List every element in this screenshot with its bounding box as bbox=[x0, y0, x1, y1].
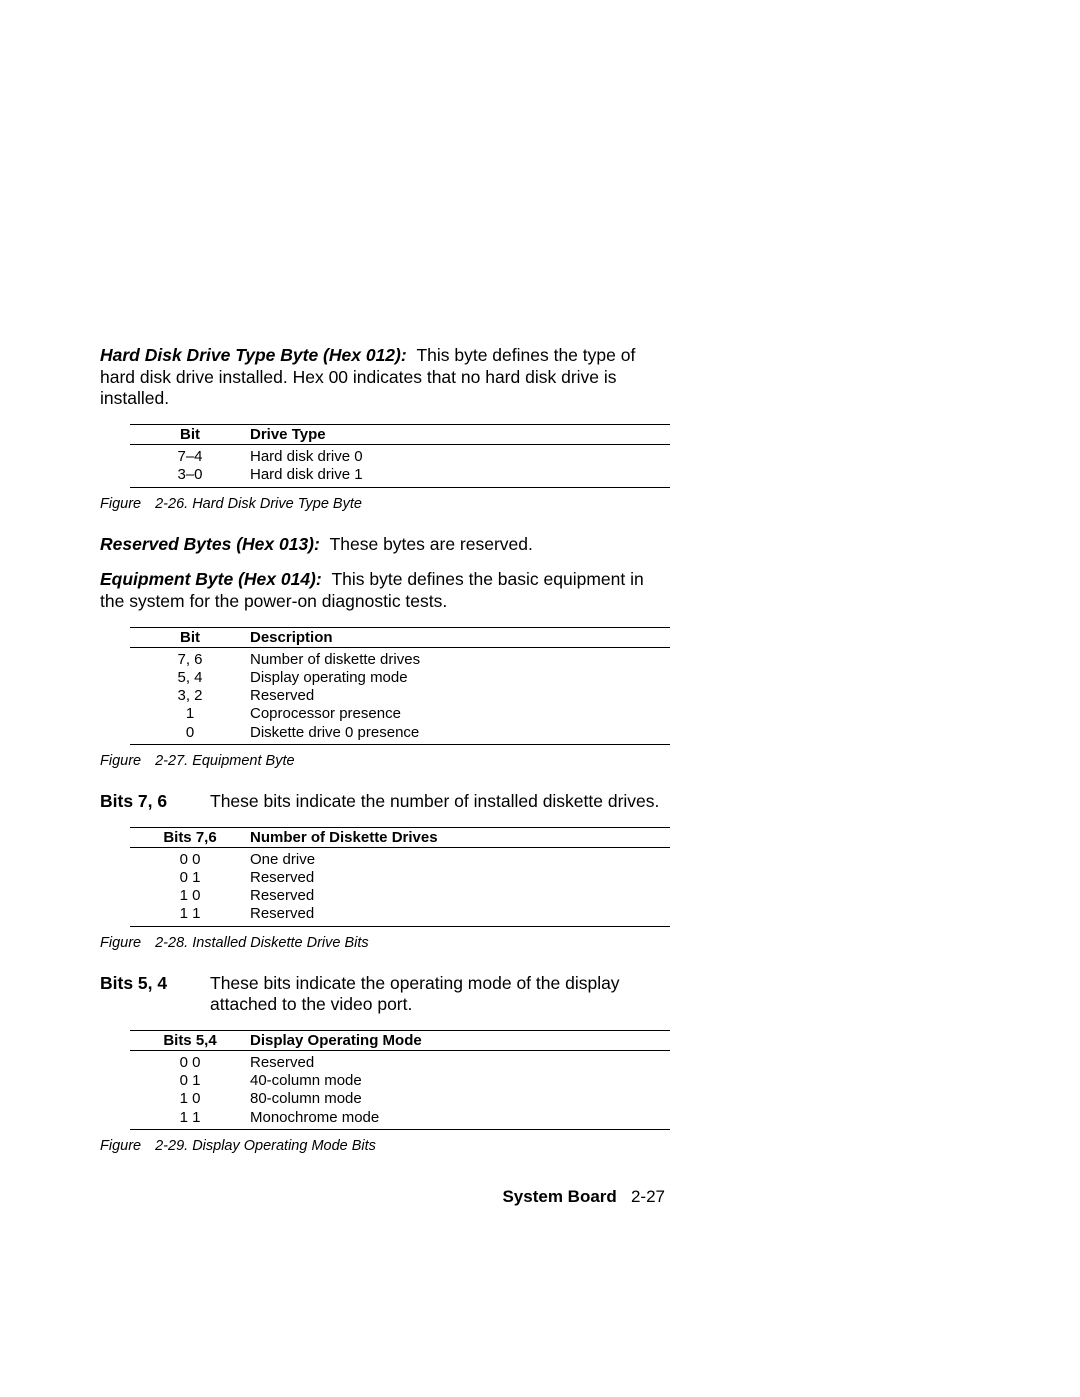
th-bit: Bit bbox=[130, 627, 250, 647]
caption-fig-2-27: Figure2-27. Equipment Byte bbox=[100, 753, 660, 769]
bits-5-4-label: Bits 5, 4 bbox=[100, 973, 210, 1016]
table-diskette-drives: Bits 7,6 Number of Diskette Drives 0 0On… bbox=[130, 827, 670, 927]
table-row: 1 0Reserved bbox=[130, 887, 670, 905]
th-bits-76: Bits 7,6 bbox=[130, 827, 250, 847]
para-equipment: Equipment Byte (Hex 014): This byte defi… bbox=[100, 569, 660, 612]
table-row: 3, 2Reserved bbox=[130, 687, 670, 705]
table-row: 1 1Monochrome mode bbox=[130, 1108, 670, 1129]
table-row: 0 0Reserved bbox=[130, 1050, 670, 1071]
para-hard-disk: Hard Disk Drive Type Byte (Hex 012): Thi… bbox=[100, 345, 660, 410]
bits-7-6-label: Bits 7, 6 bbox=[100, 791, 210, 813]
text-reserved: These bytes are reserved. bbox=[330, 534, 533, 554]
table-row: 1 080-column mode bbox=[130, 1090, 670, 1108]
table-row: 1 1Reserved bbox=[130, 905, 670, 926]
page: Hard Disk Drive Type Byte (Hex 012): Thi… bbox=[0, 0, 1080, 1397]
table-row: 0 140-column mode bbox=[130, 1072, 670, 1090]
table-equipment-byte: Bit Description 7, 6Number of diskette d… bbox=[130, 627, 670, 745]
table-row: 7, 6Number of diskette drives bbox=[130, 647, 670, 668]
caption-fig-2-29: Figure2-29. Display Operating Mode Bits bbox=[100, 1138, 660, 1154]
footer-page: 2-27 bbox=[631, 1187, 665, 1206]
bits-5-4-text: These bits indicate the operating mode o… bbox=[210, 973, 660, 1016]
th-bit: Bit bbox=[130, 425, 250, 445]
table-row: 0Diskette drive 0 presence bbox=[130, 723, 670, 744]
bits-7-6-def: Bits 7, 6 These bits indicate the number… bbox=[100, 791, 660, 813]
bits-5-4-def: Bits 5, 4 These bits indicate the operat… bbox=[100, 973, 660, 1016]
caption-fig-2-28: Figure2-28. Installed Diskette Drive Bit… bbox=[100, 935, 660, 951]
page-footer: System Board 2-27 bbox=[502, 1187, 665, 1207]
caption-fig-2-26: Figure2-26. Hard Disk Drive Type Byte bbox=[100, 496, 660, 512]
th-bits-54: Bits 5,4 bbox=[130, 1030, 250, 1050]
table-display-mode: Bits 5,4 Display Operating Mode 0 0Reser… bbox=[130, 1030, 670, 1130]
footer-title: System Board bbox=[502, 1187, 616, 1206]
lead-hard-disk: Hard Disk Drive Type Byte (Hex 012): bbox=[100, 345, 407, 365]
th-drive-type: Drive Type bbox=[250, 425, 670, 445]
lead-reserved: Reserved Bytes (Hex 013): bbox=[100, 534, 320, 554]
lead-equipment: Equipment Byte (Hex 014): bbox=[100, 569, 322, 589]
th-display-mode: Display Operating Mode bbox=[250, 1030, 670, 1050]
bits-7-6-text: These bits indicate the number of instal… bbox=[210, 791, 659, 813]
table-row: 7–4Hard disk drive 0 bbox=[130, 445, 670, 466]
table-hard-disk-drive-type: Bit Drive Type 7–4Hard disk drive 0 3–0H… bbox=[130, 424, 670, 488]
table-row: 3–0Hard disk drive 1 bbox=[130, 466, 670, 487]
para-reserved: Reserved Bytes (Hex 013): These bytes ar… bbox=[100, 534, 660, 556]
th-num-drives: Number of Diskette Drives bbox=[250, 827, 670, 847]
table-row: 0 1Reserved bbox=[130, 868, 670, 886]
th-description: Description bbox=[250, 627, 670, 647]
table-row: 1Coprocessor presence bbox=[130, 705, 670, 723]
table-row: 0 0One drive bbox=[130, 847, 670, 868]
table-row: 5, 4Display operating mode bbox=[130, 668, 670, 686]
page-content: Hard Disk Drive Type Byte (Hex 012): Thi… bbox=[100, 345, 660, 1176]
